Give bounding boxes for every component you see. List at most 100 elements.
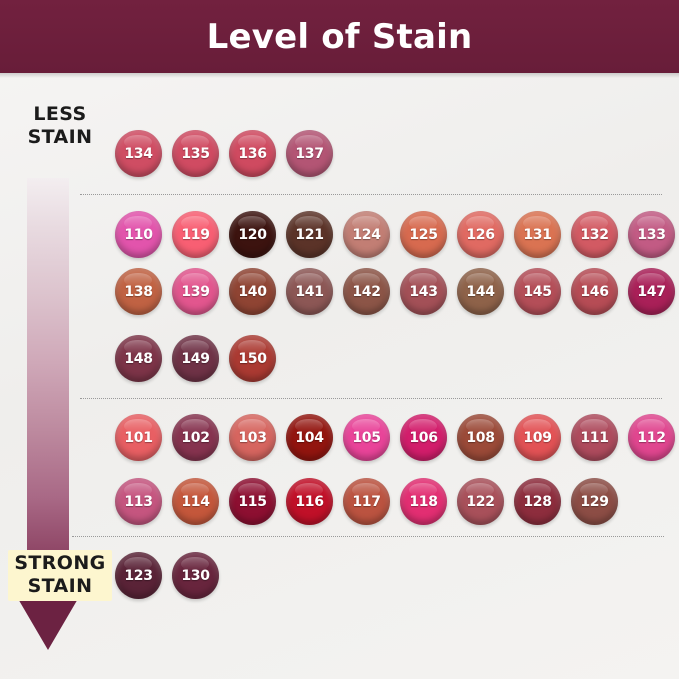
- color-swatch-116[interactable]: 116: [286, 478, 333, 525]
- color-swatch-131[interactable]: 131: [514, 211, 561, 258]
- color-swatch-132[interactable]: 132: [571, 211, 618, 258]
- color-swatch-112[interactable]: 112: [628, 414, 675, 461]
- swatch-code-label: 104: [295, 429, 324, 446]
- page-title: Level of Stain: [206, 16, 473, 57]
- swatch-code-label: 103: [238, 429, 267, 446]
- swatch-row: 134 135 136 137: [115, 130, 333, 177]
- swatch-code-label: 145: [523, 283, 552, 300]
- color-swatch-134[interactable]: 134: [115, 130, 162, 177]
- divider-line-3: [72, 536, 664, 537]
- color-swatch-109[interactable]: 109: [514, 414, 561, 461]
- color-swatch-140[interactable]: 140: [229, 268, 276, 315]
- color-swatch-124[interactable]: 124: [343, 211, 390, 258]
- color-swatch-125[interactable]: 125: [400, 211, 447, 258]
- color-swatch-119[interactable]: 119: [172, 211, 219, 258]
- color-swatch-101[interactable]: 101: [115, 414, 162, 461]
- color-swatch-120[interactable]: 120: [229, 211, 276, 258]
- swatch-code-label: 147: [637, 283, 666, 300]
- swatch-code-label: 131: [523, 226, 552, 243]
- swatch-code-label: 111: [580, 429, 609, 446]
- color-swatch-102[interactable]: 102: [172, 414, 219, 461]
- color-swatch-133[interactable]: 133: [628, 211, 675, 258]
- swatch-code-label: 102: [181, 429, 210, 446]
- color-swatch-139[interactable]: 139: [172, 268, 219, 315]
- color-swatch-111[interactable]: 111: [571, 414, 618, 461]
- color-swatch-115[interactable]: 115: [229, 478, 276, 525]
- color-swatch-128[interactable]: 128: [514, 478, 561, 525]
- color-swatch-110[interactable]: 110: [115, 211, 162, 258]
- swatch-code-label: 124: [352, 226, 381, 243]
- swatch-code-label: 146: [580, 283, 609, 300]
- swatch-code-label: 149: [181, 350, 210, 367]
- color-swatch-113[interactable]: 113: [115, 478, 162, 525]
- color-swatch-104[interactable]: 104: [286, 414, 333, 461]
- swatch-code-label: 108: [466, 429, 495, 446]
- color-swatch-121[interactable]: 121: [286, 211, 333, 258]
- swatch-code-label: 137: [295, 145, 324, 162]
- swatch-code-label: 114: [181, 493, 210, 510]
- swatch-row: 113 114 115 116 117 118 122 128 129: [115, 478, 618, 525]
- color-swatch-146[interactable]: 146: [571, 268, 618, 315]
- swatch-code-label: 126: [466, 226, 495, 243]
- swatch-code-label: 144: [466, 283, 495, 300]
- color-swatch-138[interactable]: 138: [115, 268, 162, 315]
- swatch-code-label: 112: [637, 429, 666, 446]
- swatch-code-label: 117: [352, 493, 381, 510]
- color-swatch-114[interactable]: 114: [172, 478, 219, 525]
- swatch-code-label: 125: [409, 226, 438, 243]
- swatch-code-label: 116: [295, 493, 324, 510]
- color-swatch-103[interactable]: 103: [229, 414, 276, 461]
- color-swatch-123[interactable]: 123: [115, 552, 162, 599]
- color-swatch-136[interactable]: 136: [229, 130, 276, 177]
- swatch-code-label: 143: [409, 283, 438, 300]
- swatch-code-label: 120: [238, 226, 267, 243]
- color-swatch-122[interactable]: 122: [457, 478, 504, 525]
- swatch-row: 101 102 103 104 105 106 108 109 111 112: [115, 414, 675, 461]
- swatch-code-label: 136: [238, 145, 267, 162]
- less-stain-label: LESS STAIN: [27, 103, 93, 148]
- color-swatch-118[interactable]: 118: [400, 478, 447, 525]
- swatch-code-label: 105: [352, 429, 381, 446]
- color-swatch-142[interactable]: 142: [343, 268, 390, 315]
- color-swatch-106[interactable]: 106: [400, 414, 447, 461]
- color-swatch-141[interactable]: 141: [286, 268, 333, 315]
- color-swatch-149[interactable]: 149: [172, 335, 219, 382]
- swatch-code-label: 133: [637, 226, 666, 243]
- color-swatch-126[interactable]: 126: [457, 211, 504, 258]
- color-swatch-105[interactable]: 105: [343, 414, 390, 461]
- swatch-code-label: 129: [580, 493, 609, 510]
- color-swatch-147[interactable]: 147: [628, 268, 675, 315]
- header-bar: Level of Stain: [0, 0, 679, 73]
- swatch-code-label: 150: [238, 350, 267, 367]
- swatch-row: 148 149 150: [115, 335, 276, 382]
- swatch-code-label: 110: [124, 226, 153, 243]
- swatch-code-label: 128: [523, 493, 552, 510]
- color-swatch-135[interactable]: 135: [172, 130, 219, 177]
- swatch-code-label: 118: [409, 493, 438, 510]
- swatch-code-label: 148: [124, 350, 153, 367]
- gradient-arrow-head: [17, 597, 79, 650]
- swatch-code-label: 138: [124, 283, 153, 300]
- swatch-code-label: 115: [238, 493, 267, 510]
- color-swatch-108[interactable]: 108: [457, 414, 504, 461]
- color-swatch-137[interactable]: 137: [286, 130, 333, 177]
- header-shadow: [0, 73, 679, 78]
- swatch-code-label: 134: [124, 145, 153, 162]
- color-swatch-117[interactable]: 117: [343, 478, 390, 525]
- swatch-code-label: 135: [181, 145, 210, 162]
- color-swatch-143[interactable]: 143: [400, 268, 447, 315]
- color-swatch-144[interactable]: 144: [457, 268, 504, 315]
- swatch-row: 138 139 140 141 142 143 144 145 146 147: [115, 268, 675, 315]
- color-swatch-148[interactable]: 148: [115, 335, 162, 382]
- color-swatch-145[interactable]: 145: [514, 268, 561, 315]
- swatch-code-label: 141: [295, 283, 324, 300]
- gradient-arrow-shaft: [27, 178, 69, 598]
- swatch-code-label: 122: [466, 493, 495, 510]
- swatch-code-label: 113: [124, 493, 153, 510]
- color-swatch-150[interactable]: 150: [229, 335, 276, 382]
- swatch-row: 123 130: [115, 552, 219, 599]
- color-swatch-129[interactable]: 129: [571, 478, 618, 525]
- swatch-code-label: 132: [580, 226, 609, 243]
- color-swatch-130[interactable]: 130: [172, 552, 219, 599]
